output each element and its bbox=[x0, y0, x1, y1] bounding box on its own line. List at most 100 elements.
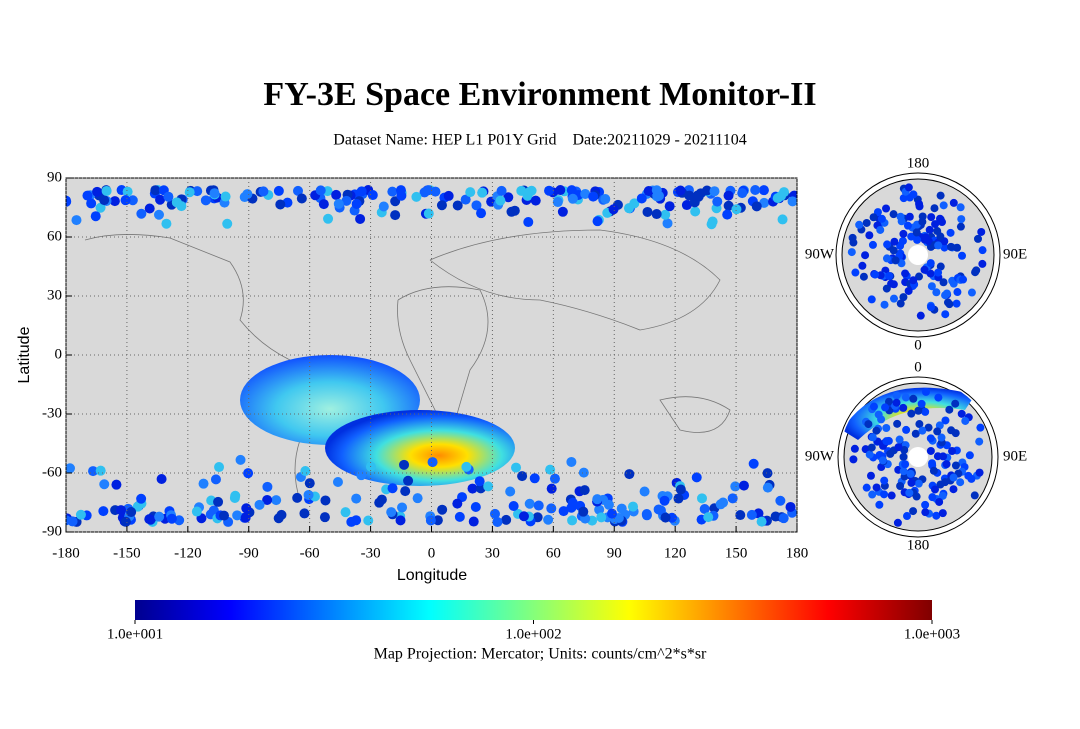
flux-dot bbox=[501, 514, 512, 525]
flux-dot bbox=[642, 206, 653, 217]
flux-dot bbox=[691, 472, 702, 483]
flux-dot bbox=[939, 201, 948, 210]
flux-dot bbox=[624, 469, 635, 480]
polar-label: 180 bbox=[907, 155, 930, 171]
flux-dot bbox=[723, 190, 734, 201]
flux-dot bbox=[363, 515, 374, 526]
flux-dot bbox=[210, 474, 221, 485]
flux-dot bbox=[946, 228, 955, 237]
flux-dot bbox=[95, 465, 106, 476]
flux-dot bbox=[787, 196, 797, 207]
flux-dot bbox=[942, 460, 951, 469]
flux-dot bbox=[892, 398, 901, 407]
flux-dot bbox=[86, 198, 97, 209]
flux-dot bbox=[154, 511, 165, 522]
flux-dot bbox=[623, 203, 634, 214]
flux-dot bbox=[896, 241, 905, 250]
flux-dot bbox=[529, 473, 540, 484]
flux-dot bbox=[578, 467, 589, 478]
flux-dot bbox=[762, 482, 773, 493]
polar-label: 90E bbox=[1003, 246, 1027, 262]
y-axis-label: Latitude bbox=[16, 326, 33, 383]
flux-dot bbox=[436, 200, 447, 211]
flux-dot bbox=[659, 495, 670, 506]
flux-dot bbox=[899, 452, 908, 461]
flux-dot bbox=[915, 272, 924, 281]
flux-dot bbox=[889, 280, 898, 289]
flux-dot bbox=[273, 185, 284, 196]
flux-dot bbox=[909, 276, 918, 285]
flux-dot bbox=[930, 485, 939, 494]
flux-dot bbox=[971, 268, 980, 277]
flux-dot bbox=[850, 444, 859, 453]
flux-dot bbox=[390, 210, 401, 221]
flux-dot bbox=[320, 495, 331, 506]
flux-dot bbox=[303, 489, 314, 500]
flux-dot bbox=[454, 511, 465, 522]
flux-dot bbox=[869, 402, 878, 411]
flux-dot bbox=[552, 197, 563, 208]
flux-dot bbox=[945, 300, 954, 309]
flux-dot bbox=[927, 282, 936, 291]
flux-dot bbox=[735, 510, 746, 521]
flux-dot bbox=[905, 212, 914, 221]
flux-dot bbox=[727, 493, 738, 504]
flux-dot bbox=[876, 225, 885, 234]
flux-dot bbox=[675, 484, 686, 495]
flux-dot bbox=[127, 195, 138, 206]
flux-dot bbox=[772, 193, 783, 204]
flux-dot bbox=[376, 494, 387, 505]
flux-dot bbox=[432, 515, 443, 526]
flux-dot bbox=[603, 499, 614, 510]
flux-dot bbox=[506, 206, 517, 217]
polar-south bbox=[837, 376, 999, 538]
flux-dot bbox=[899, 467, 908, 476]
flux-dot bbox=[690, 206, 701, 217]
flux-dot bbox=[315, 185, 326, 196]
flux-dot bbox=[883, 240, 892, 249]
flux-dot bbox=[699, 503, 710, 514]
flux-dot bbox=[872, 426, 881, 435]
x-tick-label: 30 bbox=[485, 545, 500, 561]
flux-dot bbox=[907, 232, 916, 241]
flux-dot bbox=[524, 498, 535, 509]
flux-dot bbox=[120, 516, 131, 527]
flux-dot bbox=[101, 185, 112, 196]
flux-dot bbox=[975, 437, 984, 446]
flux-dot bbox=[859, 272, 868, 281]
flux-dot bbox=[896, 299, 905, 308]
flux-dot bbox=[71, 215, 82, 226]
x-axis-label: Longitude bbox=[397, 567, 467, 584]
flux-dot bbox=[951, 461, 960, 470]
flux-dot bbox=[437, 504, 448, 515]
flux-dot bbox=[970, 491, 979, 500]
flux-dot bbox=[934, 393, 943, 402]
flux-dot bbox=[931, 220, 940, 229]
flux-dot bbox=[400, 486, 411, 497]
flux-dot bbox=[731, 204, 742, 215]
polar-label: 0 bbox=[914, 337, 922, 353]
flux-dot bbox=[378, 201, 389, 212]
flux-dot bbox=[861, 251, 870, 260]
flux-dot bbox=[423, 208, 434, 219]
flux-dot bbox=[555, 185, 566, 196]
flux-dot bbox=[941, 310, 950, 319]
flux-dot bbox=[66, 196, 72, 207]
flux-dot bbox=[746, 509, 757, 520]
flux-dot bbox=[395, 515, 406, 526]
flux-dot bbox=[82, 190, 93, 201]
flux-dot bbox=[299, 508, 310, 519]
flux-dot bbox=[893, 518, 902, 527]
flux-dot bbox=[474, 476, 485, 487]
polar-hole bbox=[908, 447, 928, 467]
title: FY-3E Space Environment Monitor-II bbox=[263, 76, 816, 113]
y-tick-label: -30 bbox=[42, 405, 62, 421]
flux-dot bbox=[921, 387, 930, 396]
flux-dot bbox=[530, 195, 541, 206]
flux-dot bbox=[722, 209, 733, 220]
y-tick-label: 60 bbox=[47, 228, 62, 244]
flux-dot bbox=[927, 303, 936, 312]
flux-dot bbox=[862, 218, 871, 227]
flux-dot bbox=[367, 190, 378, 201]
flux-dot bbox=[937, 433, 946, 442]
